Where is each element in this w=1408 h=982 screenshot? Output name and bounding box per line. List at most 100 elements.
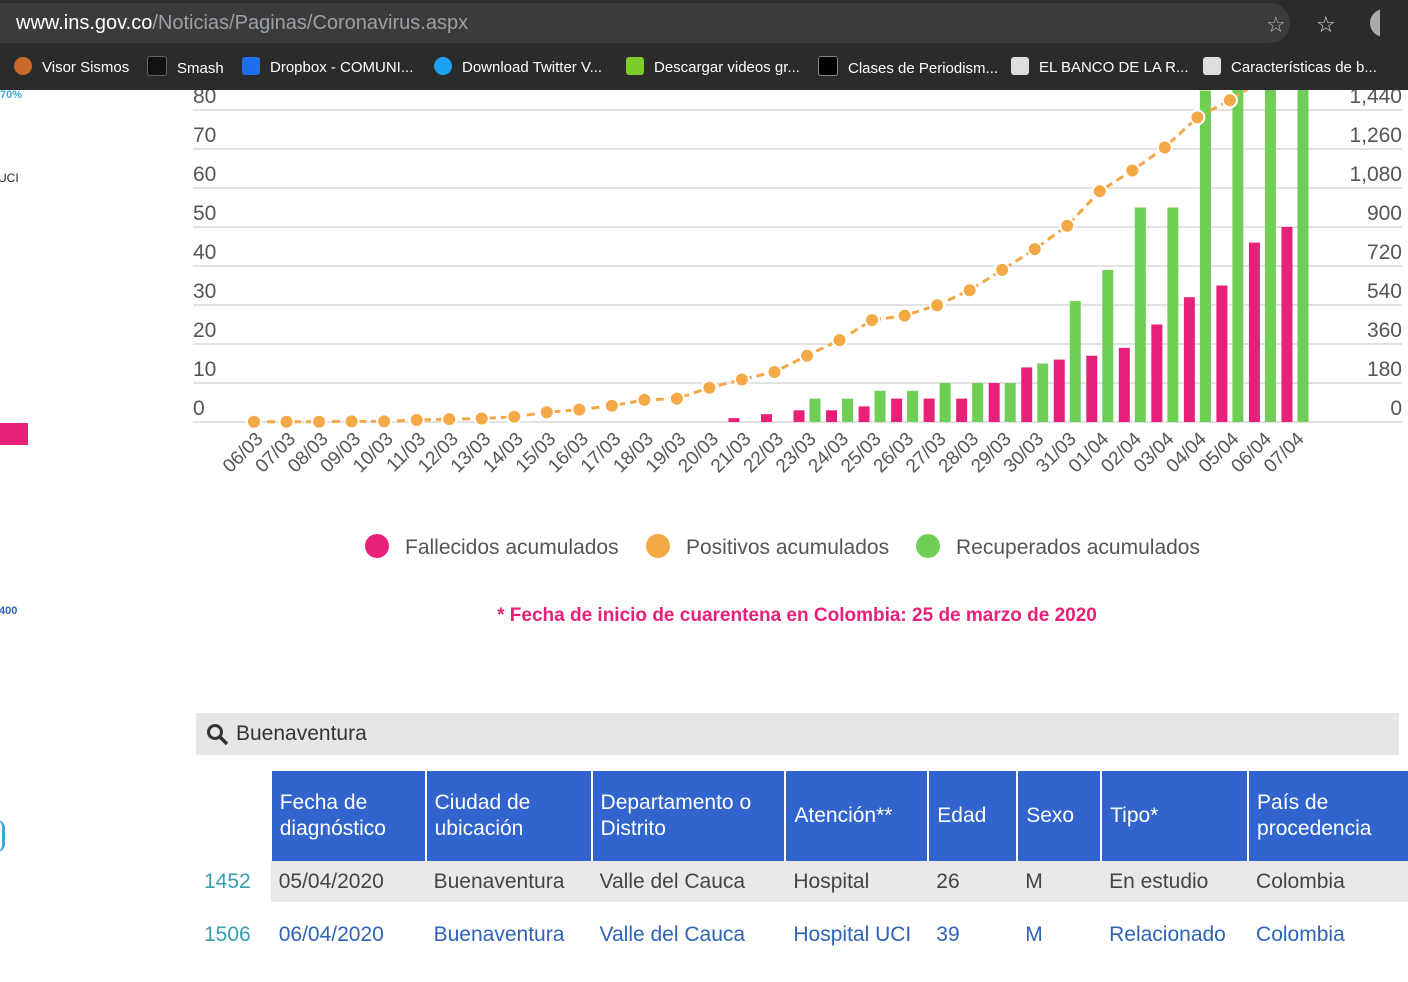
y-tick-label: 70 bbox=[193, 124, 216, 147]
bar bbox=[1021, 367, 1033, 422]
y2-tick-label: 1,080 bbox=[1349, 163, 1402, 186]
point bbox=[1124, 162, 1141, 179]
bar bbox=[1167, 207, 1179, 422]
header-cell: Departamento o Distrito bbox=[590, 771, 786, 861]
bar bbox=[972, 383, 984, 422]
bookmark-label: Visor Sismos bbox=[42, 59, 130, 76]
header-cell: Sexo bbox=[1016, 771, 1102, 861]
bookmark[interactable]: Smash bbox=[147, 56, 224, 80]
star-icon[interactable]: ☆ bbox=[1266, 12, 1286, 37]
bookmark[interactable]: Descargar videos gr... bbox=[626, 56, 800, 80]
table-cell: 26 bbox=[928, 861, 1018, 902]
legend-swatch bbox=[365, 534, 389, 558]
header-cell: Edad bbox=[927, 771, 1018, 861]
favorites-icon[interactable]: ☆ bbox=[1316, 12, 1336, 37]
search-icon bbox=[207, 724, 229, 746]
table-cell: M bbox=[1025, 923, 1043, 946]
bookmark[interactable]: Clases de Periodism... bbox=[818, 56, 998, 80]
table-cell: Buenaventura bbox=[433, 923, 565, 946]
point bbox=[1026, 241, 1043, 258]
header-cell: Tipo* bbox=[1100, 771, 1249, 861]
bookmark-label: EL BANCO DE LA R... bbox=[1039, 59, 1189, 76]
bookmark-label: Características de b... bbox=[1231, 59, 1377, 76]
table-cell: Hospital bbox=[785, 861, 929, 902]
table-cell: 39 bbox=[936, 923, 960, 946]
table-cell: Valle del Cauca bbox=[591, 861, 786, 902]
bookmark[interactable]: Download Twitter V... bbox=[434, 56, 602, 80]
bar bbox=[1248, 242, 1260, 422]
results-table: Fecha de diagnóstico Ciudad de ubicación… bbox=[196, 771, 1408, 968]
bar bbox=[874, 390, 886, 422]
point bbox=[376, 413, 393, 430]
bar bbox=[760, 414, 772, 422]
address-bar[interactable]: www.ins.gov.co/Noticias/Paginas/Coronavi… bbox=[0, 3, 1290, 43]
point bbox=[864, 312, 881, 329]
header-cell: País de procedencia bbox=[1247, 771, 1408, 861]
chart: 0 10 20 30 40 50 60 70 80 0 180 360 540 720 900 1,080 1,… bbox=[193, 85, 1402, 626]
table-row[interactable]: 1452 05/04/2020 Buenaventura Valle del Cauc… bbox=[196, 861, 1408, 902]
y2-tick-label: 720 bbox=[1367, 241, 1402, 264]
table-cell: Valle del Cauca bbox=[599, 923, 746, 946]
row-id: 1452 bbox=[196, 861, 271, 902]
browser-chrome: www.ins.gov.co/Noticias/Paginas/Coronavi… bbox=[0, 0, 1408, 90]
bar bbox=[891, 398, 903, 422]
bar bbox=[1037, 363, 1049, 422]
bookmark-label: Smash bbox=[177, 60, 224, 77]
point bbox=[896, 307, 913, 324]
bar bbox=[1216, 285, 1228, 422]
table-cell: M bbox=[1017, 861, 1102, 902]
point bbox=[571, 401, 588, 418]
bookmark-label: Clases de Periodism... bbox=[848, 60, 999, 77]
point bbox=[408, 412, 425, 429]
point bbox=[1221, 92, 1238, 109]
legend-label: Recuperados acumulados bbox=[956, 536, 1200, 559]
legend-label: Positivos acumulados bbox=[686, 536, 889, 559]
bar bbox=[1102, 269, 1114, 422]
bar bbox=[1004, 383, 1016, 422]
header-cell: Ciudad de ubicación bbox=[424, 771, 592, 861]
bar bbox=[858, 406, 870, 422]
bookmark-label: Descargar videos gr... bbox=[654, 59, 800, 76]
bar bbox=[842, 398, 854, 422]
row-id: 1506 bbox=[204, 923, 251, 946]
y2-tick-label: 180 bbox=[1367, 358, 1402, 381]
point bbox=[278, 413, 295, 430]
bar bbox=[939, 383, 951, 422]
bar bbox=[1232, 90, 1244, 423]
cropped-shape bbox=[0, 820, 5, 852]
bookmark[interactable]: Visor Sismos bbox=[14, 56, 129, 80]
bar bbox=[826, 410, 838, 422]
bar bbox=[1069, 301, 1081, 422]
point bbox=[668, 390, 685, 407]
point bbox=[1091, 183, 1108, 200]
point bbox=[733, 371, 750, 388]
toolbar-icons: ☆ ☆ bbox=[1266, 9, 1380, 37]
y-tick-label: 40 bbox=[193, 241, 216, 264]
bookmark-label: Download Twitter V... bbox=[462, 59, 603, 76]
header-row: Fecha de diagnóstico Ciudad de ubicación… bbox=[196, 771, 1408, 861]
y2-tick-label: 1,440 bbox=[1349, 85, 1402, 108]
bookmark[interactable]: Dropbox - COMUNI... bbox=[242, 56, 413, 80]
y-tick-label: 10 bbox=[193, 358, 216, 381]
table-cell: Colombia bbox=[1248, 861, 1408, 902]
bar bbox=[1134, 207, 1146, 422]
cropped-label: 400 bbox=[0, 605, 18, 617]
point bbox=[1189, 109, 1206, 126]
point bbox=[343, 413, 360, 430]
url-path: /Noticias/Paginas/Coronavirus.aspx bbox=[152, 12, 469, 34]
bar bbox=[1151, 324, 1163, 422]
bookmark[interactable]: Características de b... bbox=[1203, 56, 1377, 80]
legend-swatch bbox=[916, 534, 940, 558]
table-row[interactable]: 1506 06/04/2020 Buenaventura Valle del Cauc… bbox=[196, 902, 1408, 968]
point bbox=[766, 363, 783, 380]
search-box[interactable]: Buenaventura bbox=[196, 713, 1399, 755]
point bbox=[961, 282, 978, 299]
point bbox=[994, 261, 1011, 278]
table-cell: Hospital UCI bbox=[793, 923, 912, 946]
bookmark[interactable]: EL BANCO DE LA R... bbox=[1011, 56, 1189, 80]
bar bbox=[728, 418, 740, 422]
profile-icon[interactable] bbox=[1370, 9, 1380, 37]
point bbox=[246, 413, 262, 430]
point bbox=[603, 397, 620, 414]
